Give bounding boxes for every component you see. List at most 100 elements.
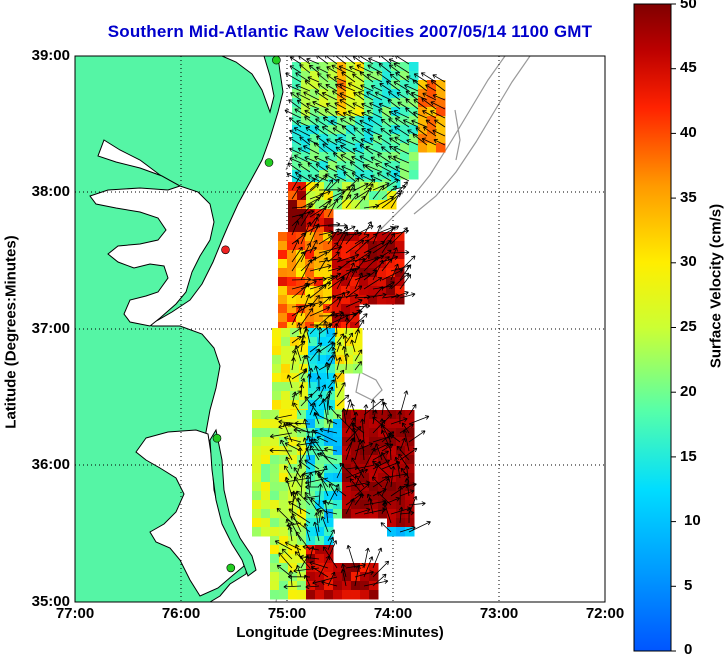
velocity-cell [281, 400, 291, 410]
velocity-arrow [346, 544, 356, 569]
velocity-cell [310, 143, 320, 153]
velocity-arrow [320, 516, 329, 533]
velocity-cell [270, 554, 280, 564]
colorbar-tick-label: 40 [680, 124, 697, 141]
velocity-cell [353, 364, 363, 374]
velocity-arrow [300, 280, 317, 290]
velocity-cell [314, 250, 324, 260]
velocity-cell [299, 346, 309, 356]
velocity-arrow [297, 322, 302, 335]
velocity-cell [306, 518, 316, 528]
velocity-arrow [327, 242, 339, 254]
velocity-cell [314, 295, 324, 305]
velocity-arrow [269, 448, 293, 453]
velocity-cell [350, 232, 360, 242]
velocity-arrow [316, 436, 329, 443]
velocity-cell [359, 268, 369, 278]
velocity-cell [301, 89, 311, 99]
velocity-arrow [318, 311, 335, 326]
velocity-cell [350, 250, 360, 260]
velocity-arrow [291, 303, 313, 317]
velocity-cell [296, 313, 306, 323]
velocity-cell [373, 62, 383, 72]
velocity-arrow [284, 465, 293, 479]
velocity-arrow [317, 483, 323, 506]
velocity-cell [386, 232, 396, 242]
velocity-cell [360, 563, 370, 573]
velocity-cell [346, 98, 356, 108]
x-tick-label: 76:00 [161, 605, 201, 622]
velocity-cell [310, 161, 320, 171]
velocity-cell [369, 182, 379, 192]
velocity-arrow [432, 129, 446, 137]
velocity-cell [319, 116, 329, 126]
velocity-arrow [336, 194, 352, 209]
velocity-arrow [390, 272, 410, 290]
velocity-cell [270, 500, 280, 510]
velocity-cell [288, 182, 298, 192]
velocity-arrow [304, 396, 320, 416]
velocity-cell [395, 250, 405, 260]
velocity-cell [270, 572, 280, 582]
colorbar-tick-label: 0 [684, 641, 693, 658]
velocity-arrow [390, 247, 398, 263]
velocity-arrow [386, 80, 401, 92]
barrier-islands [209, 428, 257, 577]
hf-radar-stations [212, 56, 281, 573]
velocity-arrow [381, 269, 404, 281]
velocity-cell [400, 170, 410, 180]
velocity-cell [306, 500, 316, 510]
velocity-cell [305, 295, 315, 305]
velocity-arrow [331, 64, 347, 74]
velocity-arrow [354, 234, 370, 245]
velocity-arrow [291, 251, 305, 272]
velocity-cell [360, 572, 370, 582]
velocity-cell [315, 419, 325, 429]
velocity-cell [387, 500, 397, 510]
velocity-cell [355, 134, 365, 144]
velocity-cell [368, 286, 378, 296]
velocity-cell [297, 581, 307, 591]
velocity-cell [346, 71, 356, 81]
velocity-cell [328, 170, 338, 180]
velocity-cell [317, 400, 327, 410]
velocity-cell [333, 464, 343, 474]
velocity-cell [315, 554, 325, 564]
velocity-arrow [322, 117, 338, 128]
velocity-cell [387, 446, 397, 456]
colorbar-tick-label: 35 [680, 189, 697, 206]
velocity-cell [297, 590, 307, 600]
velocity-cell [297, 563, 307, 573]
velocity-cell [382, 116, 392, 126]
velocity-cell [306, 437, 316, 447]
velocity-arrow [345, 426, 362, 443]
velocity-cell [324, 572, 334, 582]
velocity-arrow [372, 249, 392, 263]
velocity-cell [378, 491, 388, 501]
velocity-arrow [375, 163, 392, 173]
velocity-arrow [317, 83, 329, 92]
velocity-cell [341, 286, 351, 296]
velocity-cell [252, 437, 262, 447]
velocity-arrow [363, 178, 376, 191]
velocity-arrow [296, 490, 311, 506]
velocity-cell [386, 241, 396, 251]
velocity-arrow [399, 264, 412, 281]
velocity-cell [351, 563, 361, 573]
velocity-arrow [395, 460, 401, 479]
velocity-arrow [307, 76, 320, 83]
velocity-cell [270, 464, 280, 474]
velocity-cell [297, 227, 307, 237]
velocity-arrow [413, 99, 428, 110]
velocity-arrow [286, 374, 293, 389]
velocity-cell [297, 491, 307, 501]
velocity-cell [290, 346, 300, 356]
velocity-arrow [336, 226, 348, 245]
velocity-arrow [369, 102, 383, 110]
velocity-arrow [336, 357, 342, 371]
velocity-arrow [370, 156, 383, 164]
velocity-cell [346, 143, 356, 153]
velocity-arrow [315, 163, 329, 173]
velocity-cell [279, 455, 289, 465]
velocity-arrow [405, 90, 419, 101]
